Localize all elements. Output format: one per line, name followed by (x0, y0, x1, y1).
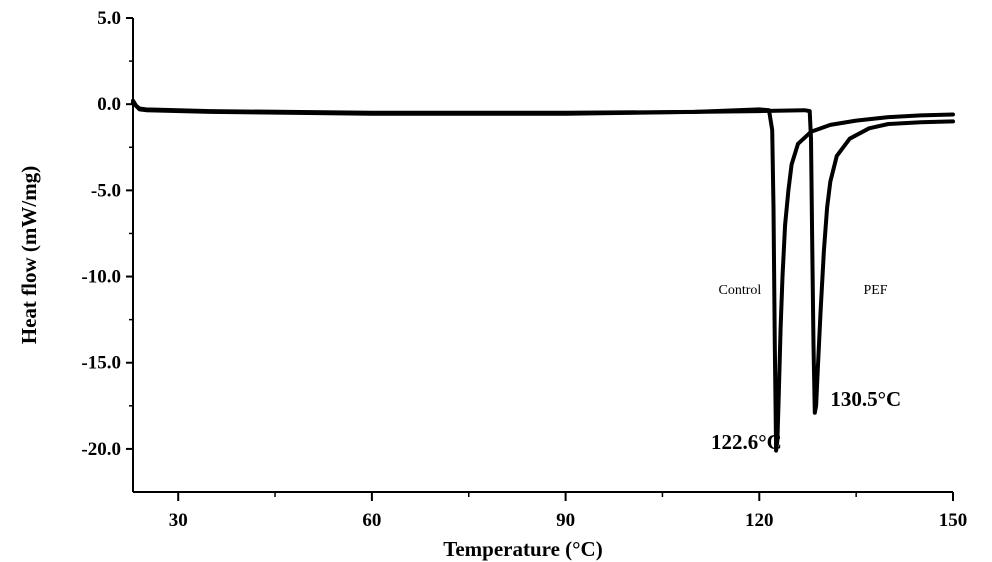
ticks: 30 60 90 120 150 5.0 0.0 -5.0 -10.0 -15.0 -20.0 (81, 8, 967, 531)
series-lines (131, 98, 955, 453)
x-tick-label: 120 (745, 510, 774, 531)
y-tick-label: 0.0 (97, 94, 121, 115)
series-line-pef (131, 100, 955, 415)
x-tick-label: 60 (362, 510, 381, 531)
y-tick-label: -10.0 (81, 267, 121, 288)
y-tick-label: -15.0 (81, 353, 121, 374)
x-tick-label: 150 (939, 510, 968, 531)
y-axis-title: Heat flow (mW/mg) (17, 166, 41, 344)
x-axis-title: Temperature (°C) (443, 537, 602, 561)
annotations: Control PEF 122.6°C 130.5°C (711, 283, 901, 454)
series-label: PEF (863, 283, 887, 298)
x-tick-label: 30 (169, 510, 188, 531)
y-tick-label: -5.0 (91, 180, 121, 201)
y-tick-label: -20.0 (81, 439, 121, 460)
peak-temperature-label: 122.6°C (711, 430, 782, 454)
peak-temperature-label: 130.5°C (830, 387, 901, 411)
x-tick-label: 90 (556, 510, 575, 531)
series-label: Control (719, 283, 762, 298)
y-tick-label: 5.0 (97, 8, 121, 29)
axes (132, 18, 953, 493)
